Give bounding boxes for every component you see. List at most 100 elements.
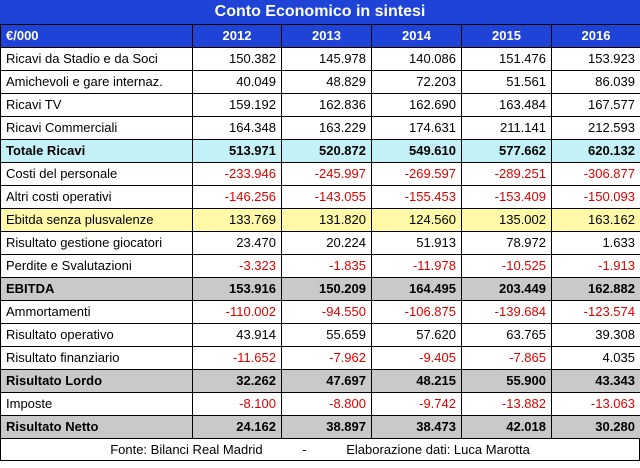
table-row: Altri costi operativi -146.256 -143.055 -15…: [0, 185, 640, 209]
row-value: -9.742: [371, 392, 462, 416]
row-value: -155.453: [371, 185, 462, 209]
table-row: Ricavi Commerciali 164.348 163.229 174.631 2…: [0, 116, 640, 140]
table-row: Risultato finanziario -11.652 -7.962 -9.405…: [0, 346, 640, 370]
row-value: 86.039: [551, 70, 640, 94]
row-value: 163.162: [551, 208, 640, 232]
row-label: Risultato Netto: [0, 415, 193, 439]
row-value: 162.882: [551, 277, 640, 301]
row-value: 513.971: [192, 139, 282, 163]
row-value: -8.800: [281, 392, 372, 416]
row-value: 153.916: [192, 277, 282, 301]
row-value: -146.256: [192, 185, 282, 209]
table-body: Ricavi da Stadio e da Soci 150.382 145.978…: [0, 47, 640, 439]
row-value: 42.018: [461, 415, 552, 439]
row-value: 39.308: [551, 323, 640, 347]
row-value: 159.192: [192, 93, 282, 117]
row-value: 162.690: [371, 93, 462, 117]
income-statement-table: €/000 2012 2013 2014 2015 2016 Ricavi da…: [0, 24, 640, 439]
row-label: Costi del personale: [0, 162, 193, 186]
footer-separator: -: [302, 442, 307, 457]
row-value: 150.209: [281, 277, 372, 301]
row-value: -13.882: [461, 392, 552, 416]
row-value: 164.495: [371, 277, 462, 301]
row-value: -289.251: [461, 162, 552, 186]
row-value: 520.872: [281, 139, 372, 163]
row-label: Risultato Lordo: [0, 369, 193, 393]
row-value: -153.409: [461, 185, 552, 209]
row-label: Totale Ricavi: [0, 139, 193, 163]
row-value: -139.684: [461, 300, 552, 324]
table-row: Risultato operativo 43.914 55.659 57.620 63.…: [0, 323, 640, 347]
table-row: Risultato Netto 24.162 38.897 38.473 42.018 3…: [0, 415, 640, 439]
row-value: 43.343: [551, 369, 640, 393]
row-value: 1.633: [551, 231, 640, 255]
header-year: 2012: [192, 24, 282, 48]
row-value: 48.829: [281, 70, 372, 94]
footer-author: Elaborazione dati: Luca Marotta: [346, 442, 530, 457]
row-label: Risultato gestione giocatori: [0, 231, 193, 255]
table-row: Perdite e Svalutazioni -3.323 -1.835 -11.97…: [0, 254, 640, 278]
row-value: 30.280: [551, 415, 640, 439]
row-value: 32.262: [192, 369, 282, 393]
table-row: Ebitda senza plusvalenze 133.769 131.820 12…: [0, 208, 640, 232]
table-row: Amichevoli e gare internaz. 40.049 48.829 7…: [0, 70, 640, 94]
row-value: 20.224: [281, 231, 372, 255]
table-row: EBITDA 153.916 150.209 164.495 203.449 162.88…: [0, 277, 640, 301]
row-label: Ricavi Commerciali: [0, 116, 193, 140]
table-footer: Fonte: Bilanci Real Madrid - Elaborazion…: [0, 439, 640, 461]
row-label: Ammortamenti: [0, 300, 193, 324]
row-value: 78.972: [461, 231, 552, 255]
row-value: 4.035: [551, 346, 640, 370]
header-year: 2016: [551, 24, 640, 48]
row-value: 55.659: [281, 323, 372, 347]
row-value: 72.203: [371, 70, 462, 94]
row-value: 135.002: [461, 208, 552, 232]
row-value: -8.100: [192, 392, 282, 416]
row-value: 162.836: [281, 93, 372, 117]
row-value: 150.382: [192, 47, 282, 71]
row-value: 38.473: [371, 415, 462, 439]
row-value: -123.574: [551, 300, 640, 324]
row-value: -7.962: [281, 346, 372, 370]
row-label: Altri costi operativi: [0, 185, 193, 209]
row-value: 549.610: [371, 139, 462, 163]
row-label: Ricavi da Stadio e da Soci: [0, 47, 193, 71]
row-value: -306.877: [551, 162, 640, 186]
table-title: Conto Economico in sintesi: [0, 0, 640, 24]
row-value: 40.049: [192, 70, 282, 94]
row-value: 145.978: [281, 47, 372, 71]
row-value: 140.086: [371, 47, 462, 71]
row-value: 131.820: [281, 208, 372, 232]
row-value: -7.865: [461, 346, 552, 370]
row-label: Amichevoli e gare internaz.: [0, 70, 193, 94]
row-label: Risultato operativo: [0, 323, 193, 347]
row-value: 163.484: [461, 93, 552, 117]
row-value: -150.093: [551, 185, 640, 209]
row-value: 133.769: [192, 208, 282, 232]
header-unit: €/000: [0, 24, 193, 48]
row-value: 55.900: [461, 369, 552, 393]
row-label: EBITDA: [0, 277, 193, 301]
table-row: Costi del personale -233.946 -245.997 -269.…: [0, 162, 640, 186]
row-value: -106.875: [371, 300, 462, 324]
row-value: -11.652: [192, 346, 282, 370]
row-value: 174.631: [371, 116, 462, 140]
row-value: 23.470: [192, 231, 282, 255]
row-value: -10.525: [461, 254, 552, 278]
row-value: 151.476: [461, 47, 552, 71]
row-value: 203.449: [461, 277, 552, 301]
row-value: -233.946: [192, 162, 282, 186]
table-row: Imposte -8.100 -8.800 -9.742 -13.882 -13.063: [0, 392, 640, 416]
header-year: 2013: [281, 24, 372, 48]
row-value: -3.323: [192, 254, 282, 278]
row-value: -110.002: [192, 300, 282, 324]
row-value: -269.597: [371, 162, 462, 186]
row-value: 164.348: [192, 116, 282, 140]
row-value: 153.923: [551, 47, 640, 71]
row-value: -1.835: [281, 254, 372, 278]
header-row: €/000 2012 2013 2014 2015 2016: [0, 24, 640, 48]
row-label: Ricavi TV: [0, 93, 193, 117]
row-value: 211.141: [461, 116, 552, 140]
row-value: -94.550: [281, 300, 372, 324]
table-row: Ammortamenti -110.002 -94.550 -106.875 -139.…: [0, 300, 640, 324]
